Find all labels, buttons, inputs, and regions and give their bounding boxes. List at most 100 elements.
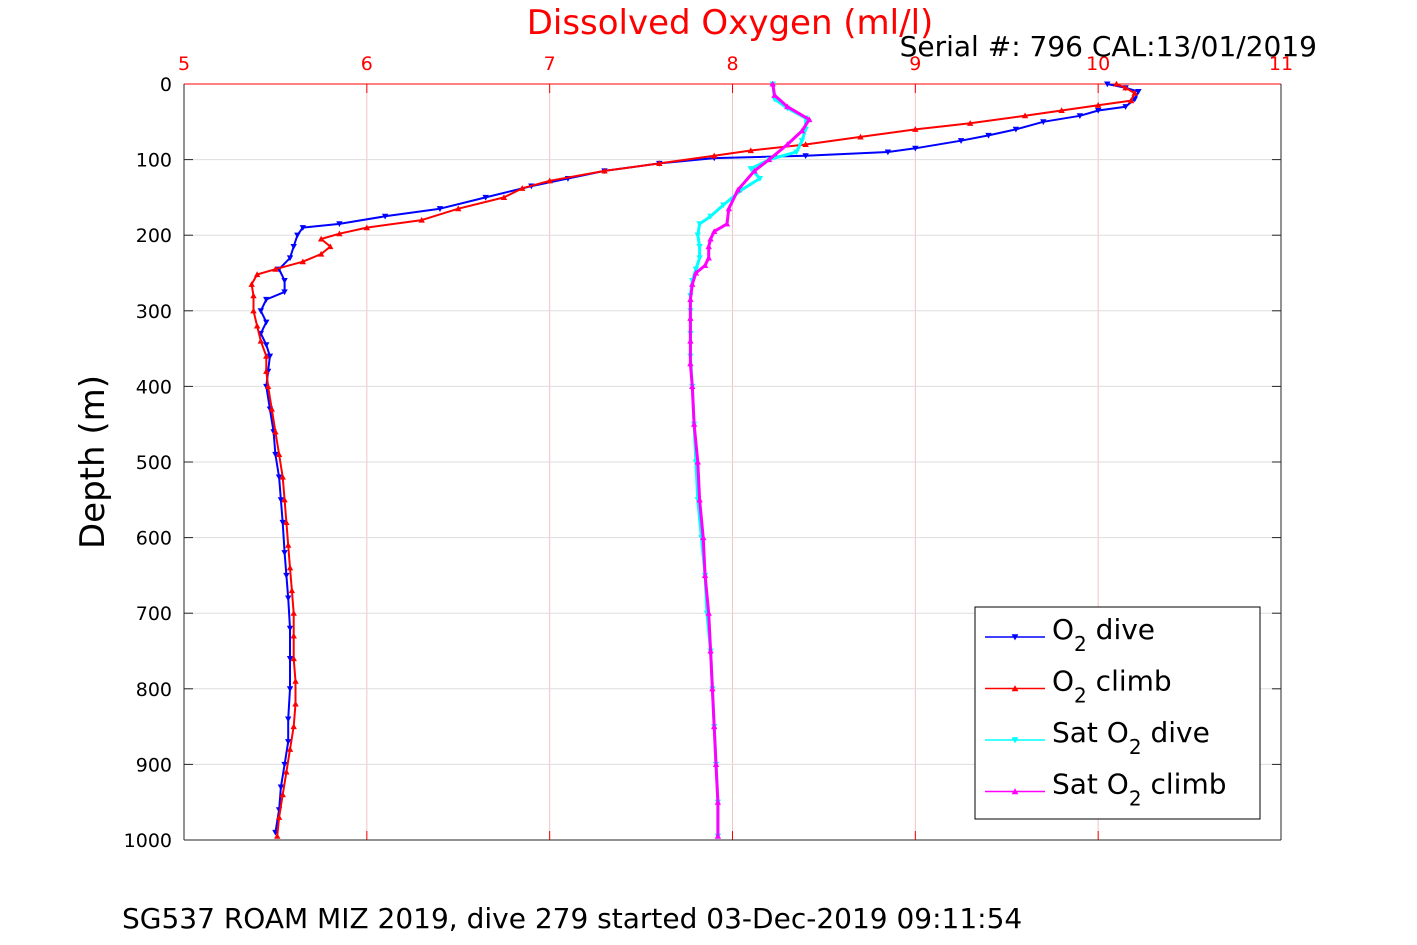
data-point — [912, 126, 919, 132]
data-point — [1135, 89, 1142, 95]
data-point — [272, 451, 279, 458]
data-point — [857, 133, 864, 140]
x-tick-label: 10 — [1086, 53, 1110, 75]
x-tick-label: 5 — [178, 53, 190, 75]
y-tick-label: 300 — [136, 301, 172, 323]
data-point — [689, 281, 696, 287]
legend-label-suffix: dive — [1142, 716, 1210, 749]
grid-lines — [184, 84, 1281, 840]
data-point — [802, 141, 809, 148]
data-point — [317, 250, 325, 257]
data-point — [286, 625, 294, 632]
legend-label-suffix: dive — [1087, 613, 1155, 646]
data-point — [802, 153, 809, 160]
data-point — [285, 541, 292, 548]
data-point — [272, 428, 279, 435]
data-point — [707, 235, 714, 242]
data-point — [288, 587, 296, 594]
data-point — [263, 352, 270, 359]
data-point — [248, 281, 255, 287]
data-point — [769, 80, 776, 87]
data-point — [290, 632, 297, 639]
data-point — [601, 167, 608, 174]
data-point — [327, 243, 334, 250]
legend-label: O2 dive — [1052, 613, 1155, 656]
data-point — [912, 145, 919, 152]
data-point — [336, 221, 343, 228]
data-point — [285, 595, 292, 602]
data-series — [248, 80, 1142, 840]
data-point — [253, 271, 261, 278]
data-point — [692, 266, 700, 273]
data-point — [263, 342, 270, 349]
data-point — [734, 186, 742, 193]
data-point — [279, 519, 286, 526]
data-point — [696, 221, 703, 228]
data-point — [263, 319, 270, 326]
data-point — [1012, 126, 1020, 133]
data-point — [336, 230, 343, 237]
data-point — [725, 205, 733, 212]
data-point — [286, 686, 294, 692]
data-point — [700, 534, 707, 541]
data-point — [1040, 119, 1047, 125]
data-point — [712, 761, 720, 767]
data-point — [723, 220, 731, 227]
data-point — [285, 739, 292, 745]
dive-info-footer: SG537 ROAM MIZ 2019, dive 279 started 03… — [122, 902, 1022, 935]
data-point — [711, 228, 718, 234]
data-point — [687, 360, 694, 367]
data-point — [707, 647, 714, 654]
data-point — [285, 716, 292, 723]
data-point — [1104, 81, 1111, 88]
data-point — [281, 289, 288, 296]
data-point — [798, 127, 806, 134]
data-point — [279, 473, 286, 480]
data-point — [279, 791, 286, 798]
legend-subscript: 2 — [1129, 735, 1142, 759]
data-point — [299, 258, 307, 265]
data-point — [317, 235, 325, 242]
data-point — [707, 213, 714, 220]
data-point — [281, 761, 288, 768]
data-point — [277, 784, 285, 791]
data-point — [519, 185, 526, 191]
legend-label-text: O — [1052, 665, 1074, 698]
data-point — [482, 194, 489, 201]
data-point — [290, 723, 297, 730]
data-point — [705, 243, 712, 250]
data-point — [286, 564, 294, 571]
legend-label-suffix: climb — [1142, 768, 1227, 801]
legend-marker — [1011, 634, 1019, 641]
data-point — [286, 656, 294, 662]
y-tick-label: 400 — [136, 376, 172, 398]
y-tick-label: 100 — [136, 150, 172, 172]
serial-calibration-label: Serial #: 796 CAL:13/01/2019 — [900, 30, 1317, 63]
data-point — [784, 103, 791, 110]
data-point — [436, 206, 444, 212]
y-tick-label: 1000 — [124, 830, 172, 852]
x-tick-label: 7 — [544, 53, 556, 75]
y-tick-label: 800 — [136, 679, 172, 701]
legend-subscript: 2 — [1129, 787, 1142, 811]
data-point — [784, 141, 791, 148]
data-point — [720, 202, 727, 209]
data-point — [798, 138, 806, 144]
data-point — [250, 292, 257, 299]
data-point — [694, 232, 701, 239]
data-point — [286, 746, 294, 752]
data-point — [257, 308, 264, 314]
data-point — [709, 685, 716, 692]
data-point — [250, 307, 257, 314]
data-point — [277, 497, 285, 503]
legend-label: O2 climb — [1052, 665, 1172, 708]
data-point — [275, 474, 283, 481]
data-point — [747, 147, 754, 154]
legend-marker — [1011, 685, 1019, 692]
y-axis-label: Depth (m) — [73, 375, 113, 549]
chart-title: Dissolved Oxygen (ml/l) — [527, 3, 934, 43]
data-point — [689, 383, 696, 389]
data-point — [701, 262, 709, 268]
data-point — [1113, 80, 1120, 87]
